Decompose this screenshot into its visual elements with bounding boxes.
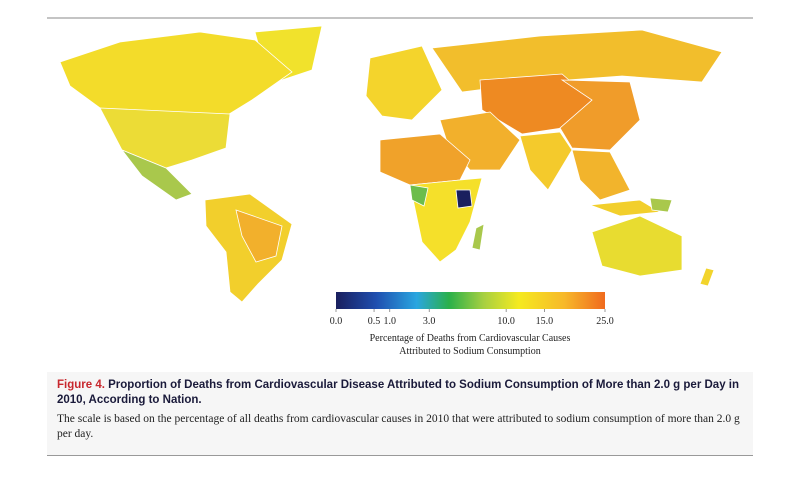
scale-tick-label: 25.0 — [596, 316, 614, 327]
figure-label: Figure 4. — [57, 379, 105, 391]
scale-tick-label: 15.0 — [536, 316, 554, 327]
new-zealand — [699, 267, 715, 287]
png — [649, 197, 673, 213]
map-figure: Percentage of Deaths from Cardiovascular… — [47, 17, 753, 357]
scale-tick-label: 1.0 — [384, 316, 397, 327]
australia — [591, 215, 683, 277]
scale-tick-label: 0.5 — [368, 316, 381, 327]
mexico — [120, 149, 193, 201]
central-africa-green — [409, 184, 429, 207]
southeast-asia — [571, 149, 631, 201]
color-scale — [336, 292, 605, 309]
scale-tick-label: 10.0 — [497, 316, 515, 327]
indonesia — [589, 199, 662, 217]
kenya — [455, 189, 473, 209]
canada — [59, 31, 293, 123]
china — [559, 79, 641, 151]
caption: Figure 4. Proportion of Deaths from Card… — [47, 372, 753, 456]
scale-tick-label: 3.0 — [423, 316, 436, 327]
madagascar — [471, 223, 485, 251]
legend-title: Attributed to Sodium Consumption — [399, 346, 540, 357]
europe — [365, 45, 443, 121]
caption-title: Proportion of Deaths from Cardiovascular… — [57, 379, 740, 406]
brazil — [235, 209, 283, 263]
legend-title: Percentage of Deaths from Cardiovascular… — [370, 333, 571, 344]
caption-title-block: Figure 4. Proportion of Deaths from Card… — [57, 378, 743, 408]
scale-tick-label: 0.0 — [330, 316, 343, 327]
usa — [99, 107, 231, 169]
india — [519, 131, 573, 191]
caption-note: The scale is based on the percentage of … — [57, 413, 740, 440]
world-map — [59, 25, 723, 303]
